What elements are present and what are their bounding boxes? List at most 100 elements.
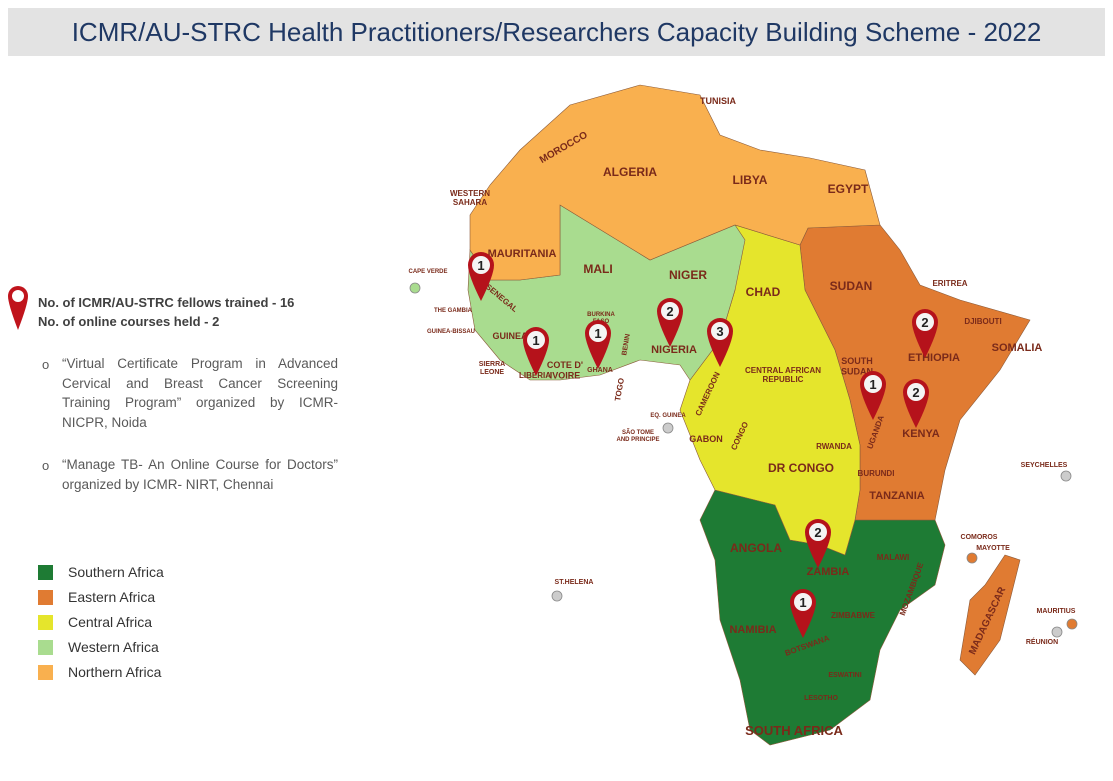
country-label: SOUTH AFRICA — [745, 723, 843, 738]
country-label: BURKINA — [587, 312, 615, 318]
country-label: CENTRAL AFRICAN — [745, 366, 821, 375]
country-label: CAPE VERDE — [408, 269, 447, 275]
pin-face — [907, 383, 925, 401]
country-label: SAHARA — [453, 198, 487, 207]
country-label: ERITREA — [932, 279, 967, 288]
island — [662, 422, 674, 434]
pin-count: 1 — [477, 258, 484, 273]
country-label: SOUTH — [841, 356, 873, 366]
country-label: NIGER — [669, 268, 707, 282]
legend-label: Western Africa — [68, 639, 159, 655]
pin-face — [711, 322, 729, 340]
legend-swatch — [38, 640, 53, 655]
pin-count: 1 — [869, 377, 876, 392]
legend-swatch — [38, 615, 53, 630]
pin: 3 — [707, 318, 733, 367]
country-label: LIBYA — [733, 173, 768, 187]
country-label: NAMIBIA — [729, 624, 776, 636]
island — [1051, 626, 1063, 638]
pin: 2 — [912, 309, 938, 358]
stat: No. of online courses held - 2 — [38, 314, 220, 329]
pin: 2 — [903, 379, 929, 428]
region — [959, 554, 1021, 676]
country-label: KENYA — [902, 428, 940, 440]
country-label: CHAD — [746, 285, 781, 299]
country-label: MAURITIUS — [1037, 608, 1076, 615]
country-label: MAURITANIA — [488, 248, 557, 260]
pin-face — [916, 313, 934, 331]
pin-icon — [8, 286, 28, 330]
legend-label: Northern Africa — [68, 664, 162, 680]
country-label: MAYOTTE — [976, 545, 1010, 552]
country-label: ETHIOPIA — [908, 352, 960, 364]
country-label: GUINEA-BISSAU — [427, 329, 475, 335]
legend-swatch — [38, 565, 53, 580]
country-label: EQ. GUINEA — [650, 413, 686, 419]
pin: 1 — [585, 320, 611, 369]
bullet: o — [42, 458, 50, 473]
country-label: TUNISIA — [700, 96, 737, 106]
pin: 1 — [790, 589, 816, 638]
pin-count: 2 — [814, 525, 821, 540]
country-label: SÃO TOME — [622, 429, 654, 436]
pin-face — [589, 324, 607, 342]
country-label: SUDAN — [841, 366, 873, 376]
pin: 2 — [805, 519, 831, 568]
pin-count: 2 — [912, 385, 919, 400]
pin-face — [527, 331, 545, 349]
legend-swatch — [38, 590, 53, 605]
country-label: IVOIRE — [550, 370, 581, 380]
pin-face — [809, 523, 827, 541]
pin: 1 — [523, 327, 549, 376]
pin: 1 — [468, 252, 494, 301]
legend-label: Southern Africa — [68, 564, 164, 580]
country-label: COMOROS — [961, 534, 998, 541]
pin: 1 — [860, 371, 886, 420]
pin-count: 1 — [532, 333, 539, 348]
pin-face — [794, 593, 812, 611]
country-label: BENIN — [621, 333, 632, 356]
country-label: NIGERIA — [651, 344, 697, 356]
country-label: AND PRINCIPE — [616, 437, 659, 443]
country-label: SIERRA — [479, 361, 505, 368]
pin-count: 3 — [716, 324, 723, 339]
pin-count: 1 — [594, 326, 601, 341]
country-label: ZIMBABWE — [831, 611, 876, 620]
country-label: LESOTHO — [804, 695, 838, 702]
pin-face — [472, 256, 490, 274]
legend-label: Central Africa — [68, 614, 153, 630]
country-label: ALGERIA — [603, 165, 657, 179]
country-label: GHANA — [587, 367, 613, 374]
legend-label: Eastern Africa — [68, 589, 156, 605]
pin-face — [661, 302, 679, 320]
country-label: ZAMBIA — [807, 566, 850, 578]
country-label: EGYPT — [828, 182, 869, 196]
bullet: o — [42, 357, 50, 372]
country-label: SUDAN — [830, 279, 873, 293]
pin-face — [864, 375, 882, 393]
country-label: TOGO — [613, 377, 626, 402]
country-label: REPUBLIC — [763, 375, 804, 384]
country-label: SEYCHELLES — [1021, 462, 1068, 469]
country-label: ESWATINI — [828, 672, 861, 679]
country-label: LIBERIA — [519, 371, 551, 380]
pin: 2 — [657, 298, 683, 347]
title: ICMR/AU-STRC Health Practitioners/Resear… — [8, 8, 1105, 56]
course: “Manage TB- An Online Course for Doctors… — [62, 457, 338, 492]
island — [1060, 470, 1072, 482]
country-label: COTE D' — [547, 360, 583, 370]
pin-count: 2 — [666, 304, 673, 319]
country-label: ST.HELENA — [555, 579, 594, 586]
country-label: DJIBOUTI — [964, 317, 1001, 326]
island — [1066, 618, 1078, 630]
legend-swatch — [38, 665, 53, 680]
country-label: THE GAMBIA — [434, 308, 473, 314]
country-label: MALI — [583, 262, 612, 276]
pin-count: 2 — [921, 315, 928, 330]
course: “Virtual Certificate Program in Advanced… — [62, 356, 338, 430]
country-label: ANGOLA — [730, 541, 782, 555]
country-label: LEONE — [480, 369, 504, 376]
island — [551, 590, 563, 602]
